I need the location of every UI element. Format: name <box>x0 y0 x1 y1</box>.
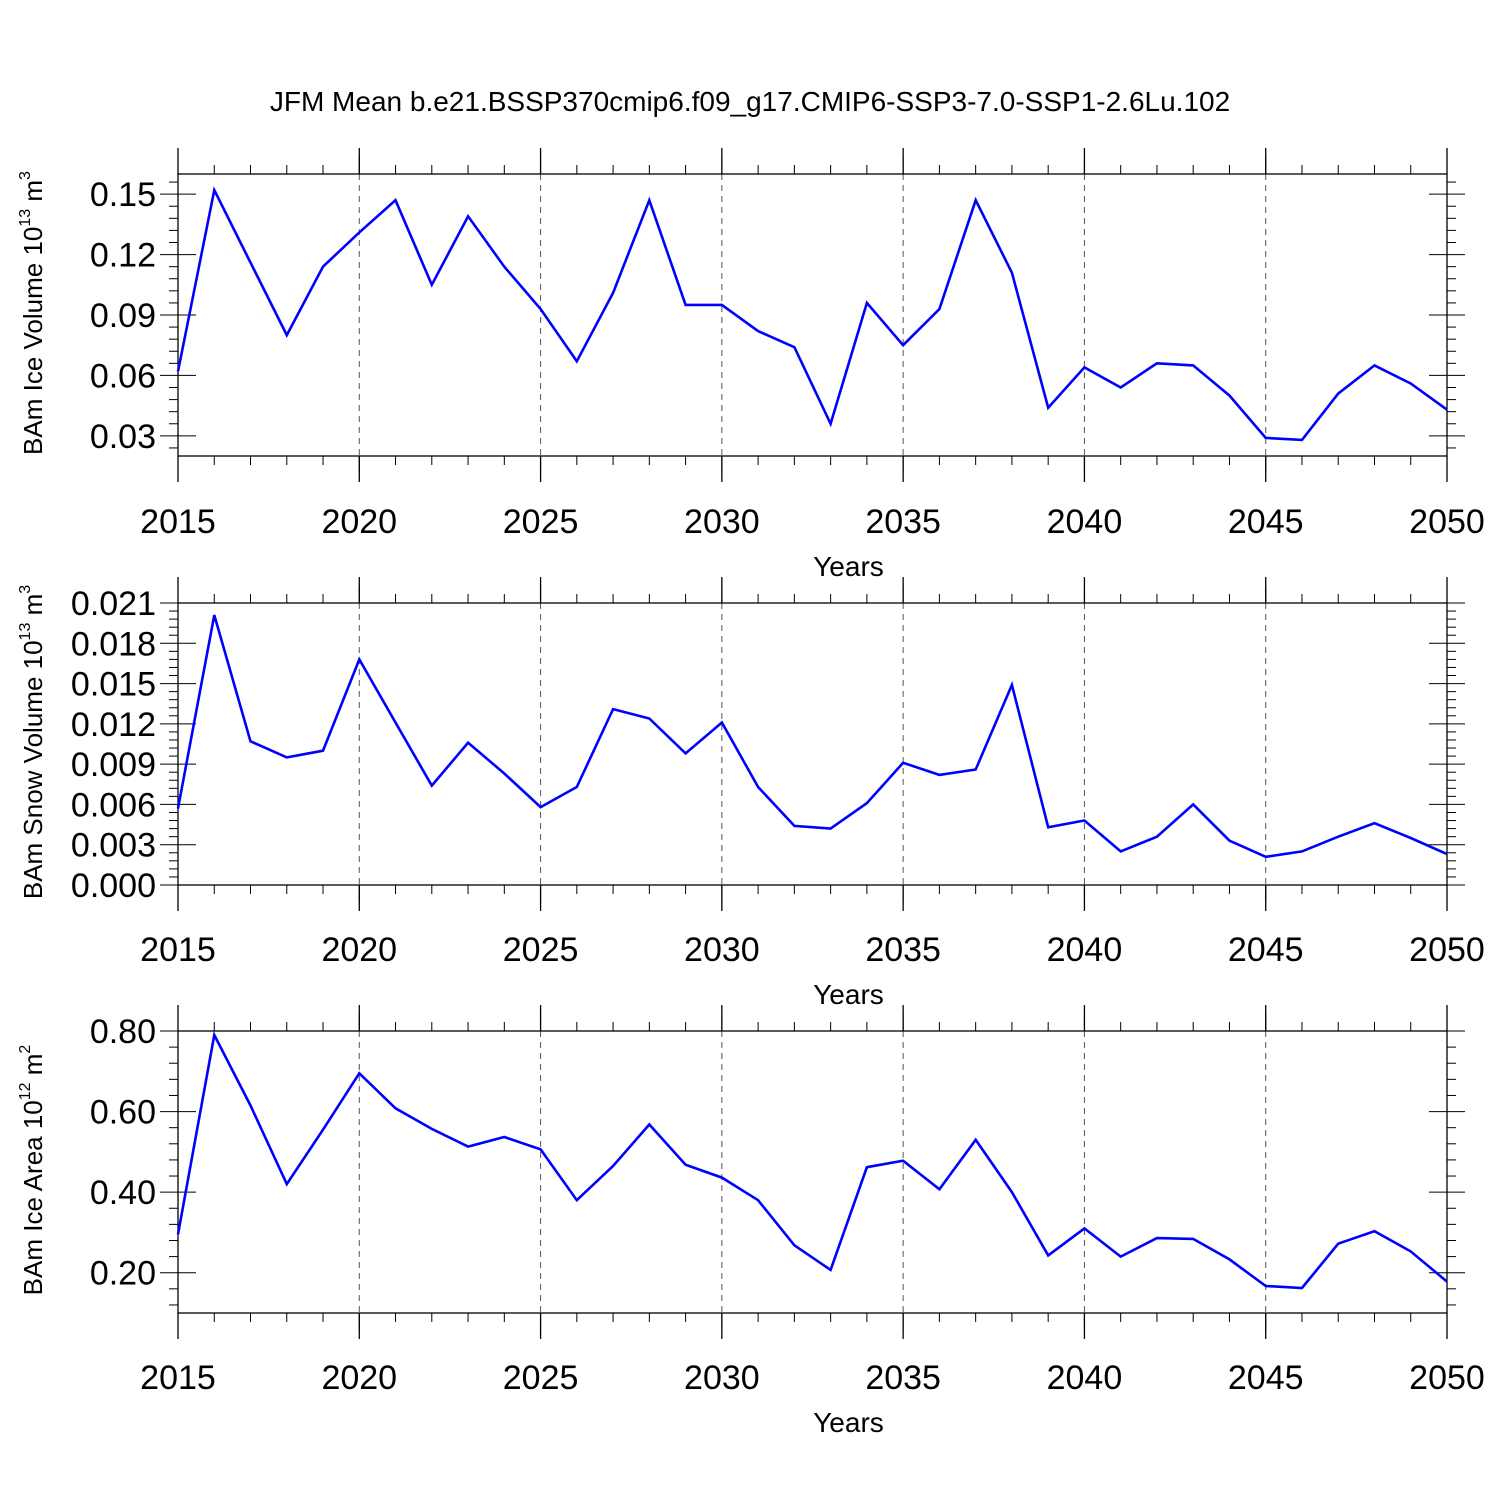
y-tick-label: 0.009 <box>71 746 156 784</box>
x-axis-title: Years <box>813 1407 884 1438</box>
x-tick-label: 2030 <box>684 1359 760 1397</box>
y-tick-label: 0.20 <box>90 1255 156 1293</box>
x-tick-label: 2035 <box>865 931 941 969</box>
x-tick-label: 2025 <box>503 503 579 541</box>
x-tick-label: 2035 <box>865 1359 941 1397</box>
y-tick-label: 0.40 <box>90 1174 156 1212</box>
chart-title: JFM Mean b.e21.BSSP370cmip6.f09_g17.CMIP… <box>270 86 1230 117</box>
y-tick-label: 0.000 <box>71 867 156 905</box>
y-tick-label: 0.018 <box>71 625 156 663</box>
y-tick-label: 0.003 <box>71 827 156 865</box>
x-tick-label: 2020 <box>321 1359 397 1397</box>
y-tick-label: 0.06 <box>90 357 156 395</box>
x-tick-label: 2050 <box>1409 931 1485 969</box>
x-tick-label: 2050 <box>1409 503 1485 541</box>
y-tick-label: 0.12 <box>90 237 156 275</box>
x-tick-label: 2040 <box>1047 1359 1123 1397</box>
y-tick-label: 0.015 <box>71 666 156 704</box>
x-tick-label: 2015 <box>140 503 216 541</box>
panel-snow-volume: 0.0000.0030.0060.0090.0120.0150.0180.021… <box>17 577 1485 1010</box>
y-tick-label: 0.60 <box>90 1094 156 1132</box>
x-axis-title: Years <box>813 551 884 582</box>
x-tick-label: 2040 <box>1047 931 1123 969</box>
y-tick-label: 0.09 <box>90 297 156 335</box>
plot-frame <box>177 1030 1448 1314</box>
y-tick-label: 0.80 <box>90 1013 156 1051</box>
x-tick-label: 2030 <box>684 503 760 541</box>
series-line <box>176 1030 1448 1290</box>
series-line <box>176 186 1448 442</box>
x-tick-label: 2025 <box>503 1359 579 1397</box>
panel-ice-volume: 0.03 0.06 0.09 0.12 0.15 2015 2020 2025 2030 2035… <box>17 148 1485 582</box>
x-tick-label: 2045 <box>1228 931 1304 969</box>
x-tick-label: 2035 <box>865 503 941 541</box>
y-axis-title: BAm Ice Volume 1013 m3 <box>17 171 48 455</box>
x-tick-label: 2045 <box>1228 1359 1304 1397</box>
y-axis-title: BAm Snow Volume 1013 m3 <box>17 585 48 899</box>
y-tick-label: 0.006 <box>71 786 156 824</box>
x-tick-label: 2020 <box>321 931 397 969</box>
y-tick-label: 0.021 <box>71 585 156 623</box>
x-tick-label: 2020 <box>321 503 397 541</box>
x-tick-label: 2040 <box>1047 503 1123 541</box>
x-tick-label: 2025 <box>503 931 579 969</box>
x-axis-title: Years <box>813 979 884 1010</box>
panel-ice-area: 0.20 0.40 0.60 0.80 2015 2020 2025 2030 2035 2040… <box>17 1005 1485 1438</box>
y-axis-title: BAm Ice Area 1012 m2 <box>17 1045 48 1296</box>
plot-frame <box>177 602 1448 886</box>
y-tick-label: 0.012 <box>71 706 156 744</box>
y-tick-label: 0.15 <box>90 176 156 214</box>
series-line <box>176 614 1448 859</box>
x-tick-label: 2050 <box>1409 1359 1485 1397</box>
x-tick-label: 2030 <box>684 931 760 969</box>
plot-frame <box>177 173 1448 457</box>
x-tick-label: 2015 <box>140 931 216 969</box>
x-tick-label: 2015 <box>140 1359 216 1397</box>
x-tick-label: 2045 <box>1228 503 1304 541</box>
y-tick-label: 0.03 <box>90 418 156 456</box>
